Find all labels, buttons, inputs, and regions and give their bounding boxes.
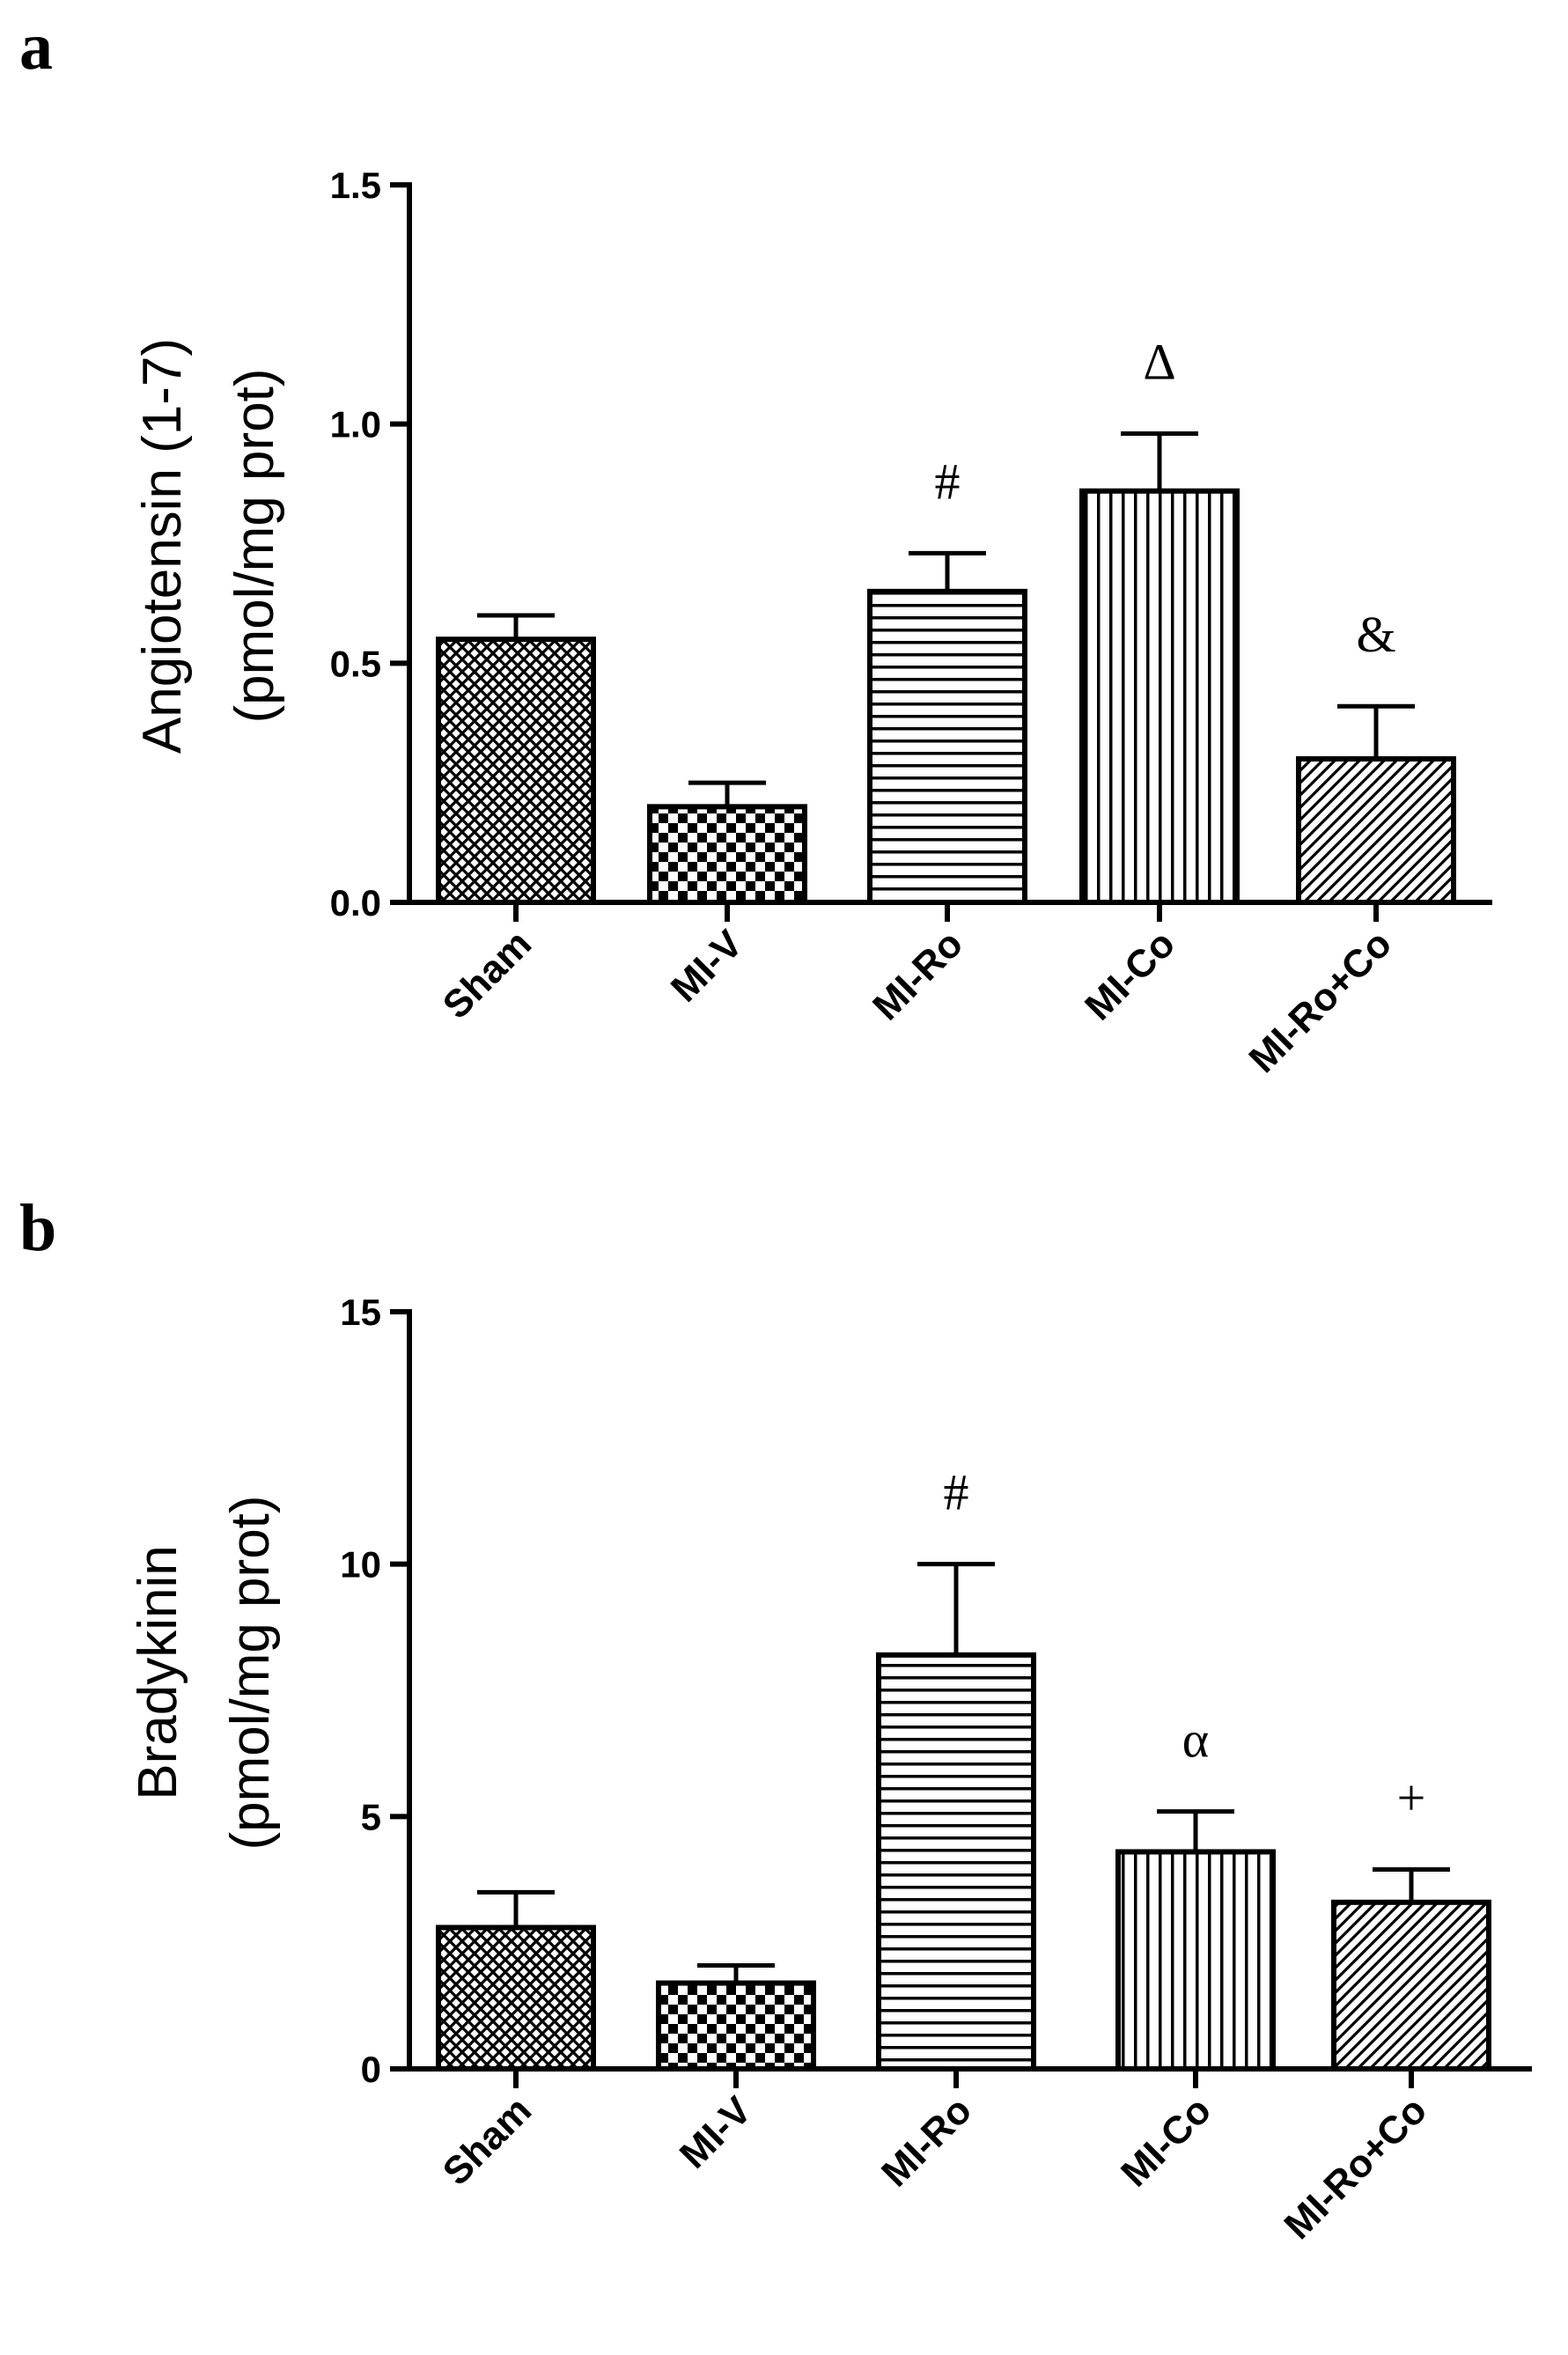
significance-mark: # — [935, 453, 961, 510]
y-tick-label: 0 — [361, 2049, 381, 2090]
bar-sham — [436, 1924, 596, 2072]
y-axis-label: (pmol/mg prot) — [220, 1495, 281, 1850]
y-tick-label: 0.0 — [330, 882, 381, 924]
panel-label-b: b — [19, 1191, 56, 1265]
y-tick-label: 1.0 — [330, 404, 381, 445]
x-tick-label: MI-V — [663, 922, 752, 1011]
x-tick-label: MI-V — [672, 2088, 761, 2177]
bar-mi-co — [1115, 1849, 1276, 2072]
y-axis-label: Bradykinin — [128, 1545, 188, 1799]
significance-mark: Δ — [1143, 334, 1175, 391]
x-tick-label: Sham — [435, 922, 540, 1027]
bar-mi-v — [656, 1980, 816, 2072]
significance-mark: # — [944, 1464, 969, 1521]
x-tick-label: MI-Ro — [873, 2088, 980, 2195]
x-tick-label: MI-Ro — [865, 922, 971, 1028]
x-tick-label: MI-Ro+Co — [1276, 2088, 1435, 2248]
y-tick-label: 1.5 — [330, 165, 381, 206]
panel-label-a: a — [19, 10, 53, 84]
x-tick-label: MI-Co — [1077, 922, 1183, 1028]
bar-mi-ro-co — [1331, 1899, 1491, 2072]
y-tick-label: 15 — [340, 1292, 381, 1333]
significance-mark: α — [1182, 1711, 1209, 1769]
y-axis-label: Angiotensin (1-7) — [132, 338, 193, 754]
panel-a: a # Δ & 0.0 0.5 1.0 1.5 Sham MI-V MI-Ro MI-Co MI-Ro… — [19, 10, 1492, 1081]
bar-mi-co — [1079, 488, 1240, 905]
bar-mi-v — [647, 804, 807, 905]
y-tick-label: 0.5 — [330, 643, 381, 684]
x-tick-label: MI-Co — [1113, 2088, 1219, 2195]
panel-b: b # α +0 5 10 15 Sham MI-V MI-Ro MI-Co MI-Ro+Co Bra… — [19, 1191, 1532, 2248]
bar-mi-ro — [867, 588, 1027, 905]
bar-mi-ro — [876, 1652, 1036, 2072]
x-tick-label: MI-Ro+Co — [1240, 922, 1400, 1081]
x-tick-label: Sham — [435, 2088, 540, 2193]
significance-mark: & — [1356, 606, 1395, 663]
y-tick-label: 10 — [340, 1544, 381, 1586]
bar-sham — [436, 637, 596, 906]
y-axis-label: (pmol/mg prot) — [225, 368, 285, 723]
y-tick-label: 5 — [361, 1796, 381, 1837]
bar-mi-ro-co — [1296, 756, 1456, 905]
significance-mark: + — [1397, 1770, 1426, 1827]
